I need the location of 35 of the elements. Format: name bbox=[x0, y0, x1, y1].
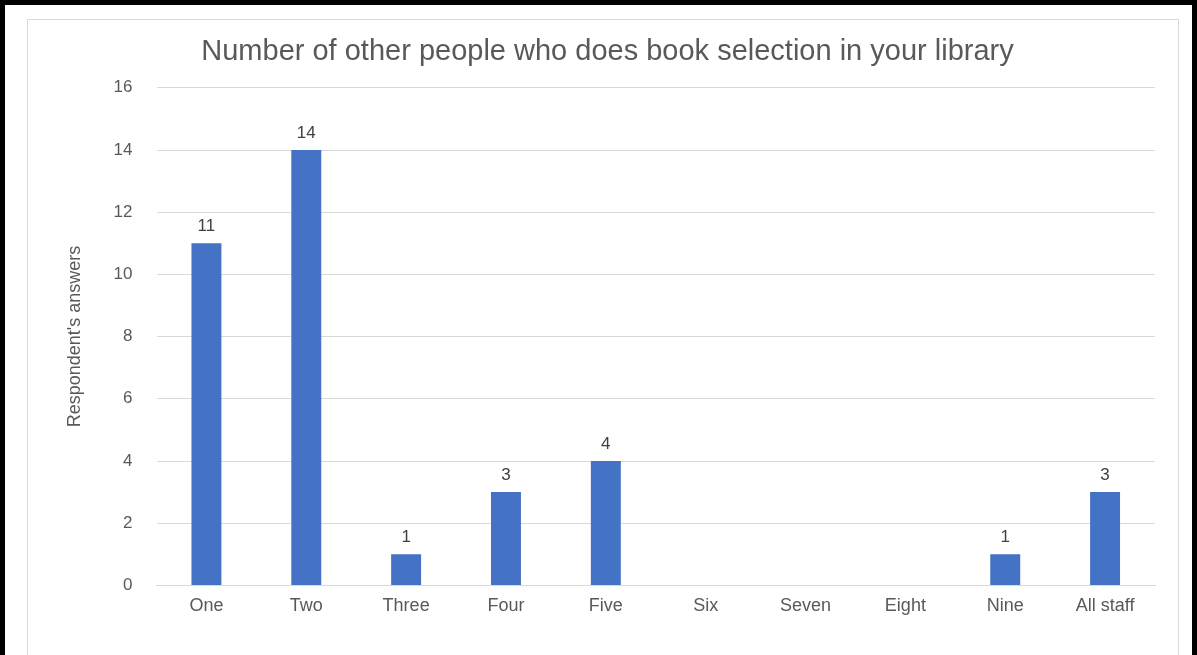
x-tick-label: Three bbox=[382, 595, 430, 616]
y-tick-label: 4 bbox=[123, 450, 133, 470]
x-tick-label: Five bbox=[588, 595, 623, 616]
y-tick-label: 16 bbox=[113, 77, 133, 97]
y-tick-label: 14 bbox=[113, 139, 133, 159]
y-tick-label: 12 bbox=[113, 201, 133, 221]
data-label: 14 bbox=[296, 123, 316, 143]
bar bbox=[191, 243, 222, 585]
x-tick-label: Eight bbox=[884, 595, 926, 616]
x-tick-label: Six bbox=[693, 595, 719, 616]
x-tick-label: Four bbox=[487, 595, 525, 616]
y-tick-label: 8 bbox=[123, 326, 133, 346]
bar bbox=[291, 150, 322, 585]
data-label: 1 bbox=[401, 527, 411, 547]
data-label: 4 bbox=[601, 434, 611, 454]
bar bbox=[491, 492, 521, 585]
x-tick-label: Seven bbox=[780, 595, 832, 616]
bar bbox=[1090, 492, 1121, 585]
data-label: 11 bbox=[197, 216, 216, 236]
x-tick-label: All staff bbox=[1075, 595, 1136, 616]
data-label: 1 bbox=[1000, 527, 1010, 547]
y-axis-title: Respondent's answers bbox=[63, 245, 84, 428]
chart-title: Number of other people who does book selection in your library bbox=[201, 34, 1015, 67]
bar bbox=[990, 554, 1021, 585]
bar bbox=[590, 461, 621, 585]
y-tick-label: 6 bbox=[123, 388, 133, 408]
x-tick-label: Two bbox=[289, 595, 323, 616]
y-tick-label: 0 bbox=[123, 575, 133, 595]
x-tick-label: Nine bbox=[986, 595, 1024, 616]
data-label: 3 bbox=[501, 465, 511, 485]
data-label: 3 bbox=[1100, 465, 1110, 485]
y-tick-label: 2 bbox=[123, 512, 133, 532]
y-tick-label: 10 bbox=[113, 264, 133, 284]
bar bbox=[391, 554, 422, 585]
x-tick-label: One bbox=[189, 595, 224, 616]
